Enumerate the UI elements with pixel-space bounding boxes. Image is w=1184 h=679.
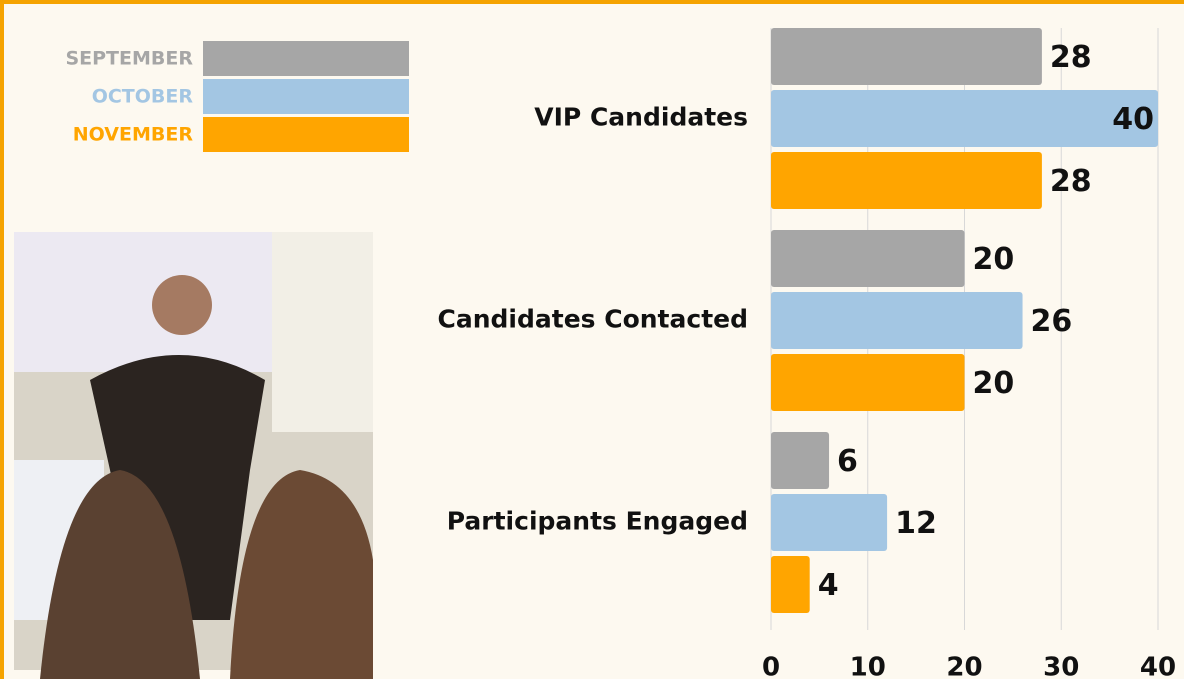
bar [771, 152, 1042, 209]
value-label: 6 [837, 444, 858, 479]
bar [771, 28, 1042, 85]
bar [771, 432, 829, 489]
bar [771, 354, 965, 411]
value-label: 20 [973, 242, 1015, 277]
top-border [0, 0, 1184, 4]
value-label: 28 [1050, 164, 1092, 199]
photo [14, 232, 373, 679]
x-tick-label: 30 [1043, 653, 1079, 679]
x-tick-label: 40 [1140, 653, 1176, 679]
value-label: 28 [1050, 40, 1092, 75]
value-label: 12 [895, 506, 937, 541]
chart: 0 10 20 30 40 SEPTEMBER OCTOBER NOVEMBER VIP Can… [0, 0, 1184, 679]
bar [771, 230, 965, 287]
left-border [0, 0, 4, 679]
x-tick-label: 20 [946, 653, 982, 679]
bar [771, 556, 810, 613]
x-tick-label: 0 [762, 653, 780, 679]
value-label: 4 [818, 568, 839, 603]
legend-swatch [203, 117, 409, 152]
photo-board [272, 232, 373, 432]
value-label: 20 [973, 366, 1015, 401]
photo-screen [14, 232, 274, 372]
page: 0 10 20 30 40 SEPTEMBER OCTOBER NOVEMBER VIP Can… [0, 0, 1184, 679]
legend-label: OCTOBER [92, 86, 194, 108]
value-label: 40 [1112, 102, 1154, 137]
bar [771, 494, 887, 551]
category-label: Candidates Contacted [438, 305, 749, 334]
category-label: Participants Engaged [447, 507, 748, 536]
legend-label: NOVEMBER [73, 124, 194, 146]
legend-swatch [203, 41, 409, 76]
value-label: 26 [1031, 304, 1073, 339]
bar [771, 90, 1158, 147]
legend-swatch [203, 79, 409, 114]
photo-head [152, 275, 212, 335]
bar [771, 292, 1023, 349]
legend-label: SEPTEMBER [65, 48, 193, 70]
x-tick-label: 10 [850, 653, 886, 679]
category-label: VIP Candidates [534, 103, 748, 132]
